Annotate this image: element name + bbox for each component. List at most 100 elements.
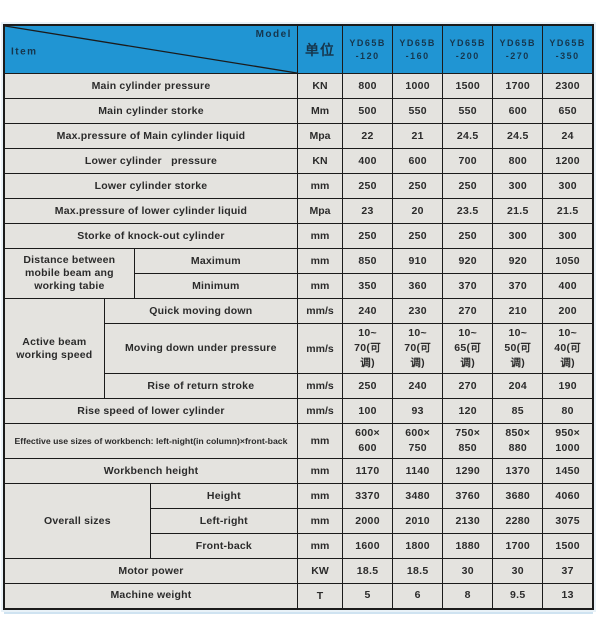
value-cell: 37 bbox=[542, 558, 594, 584]
row-label: Lower cylinder pressure bbox=[3, 148, 298, 174]
value-cell: 200 bbox=[542, 298, 594, 324]
value-cell: 23 bbox=[342, 198, 394, 224]
value-cell: 240 bbox=[392, 373, 444, 399]
row-label: Rise speed of lower cylinder bbox=[3, 398, 298, 424]
table-row: Max.pressure of lower cylinder liquid Mpa… bbox=[3, 198, 594, 224]
value-cell: 2010 bbox=[392, 508, 444, 534]
unit-cell: mm/s bbox=[296, 323, 344, 374]
value-cell: 1370 bbox=[492, 458, 544, 484]
table-row: Max.pressure of Main cylinder liquid Mpa 2… bbox=[3, 123, 594, 149]
value-cell: 30 bbox=[442, 558, 494, 584]
table-row: Workbench height mm 1170 1140 1290 1370 1450 bbox=[3, 458, 594, 484]
unit-cell: mm bbox=[296, 173, 344, 199]
value-cell: 5 bbox=[342, 583, 394, 609]
unit-cell: mm bbox=[296, 458, 344, 484]
model-column-header: YD65B -200 bbox=[442, 24, 494, 74]
value-cell: 3680 bbox=[492, 483, 544, 509]
value-cell: 1050 bbox=[542, 248, 594, 274]
value-cell: 250 bbox=[392, 223, 444, 249]
value-cell: 24 bbox=[542, 123, 594, 149]
row-label: Motor power bbox=[3, 558, 298, 584]
corner-model-label: Model bbox=[255, 29, 292, 40]
row-label: Max.pressure of Main cylinder liquid bbox=[3, 123, 298, 149]
value-cell: 600 bbox=[492, 98, 544, 124]
value-cell: 93 bbox=[392, 398, 444, 424]
value-cell: 230 bbox=[392, 298, 444, 324]
value-cell: 250 bbox=[442, 223, 494, 249]
value-cell: 550 bbox=[442, 98, 494, 124]
value-cell: 21.5 bbox=[492, 198, 544, 224]
value-cell: 300 bbox=[542, 223, 594, 249]
value-cell: 300 bbox=[492, 173, 544, 199]
table-row: Left-right mm 2000 2010 2130 2280 3075 bbox=[4, 508, 594, 534]
value-cell: 920 bbox=[492, 248, 544, 274]
value-cell: 650 bbox=[542, 98, 594, 124]
value-cell: 600× 600 bbox=[342, 423, 394, 459]
value-cell: 21 bbox=[392, 123, 444, 149]
unit-cell: KN bbox=[296, 148, 344, 174]
value-cell: 120 bbox=[442, 398, 494, 424]
value-cell: 1700 bbox=[492, 533, 544, 559]
row-label: Maximum bbox=[133, 248, 298, 274]
value-cell: 300 bbox=[492, 223, 544, 249]
row-label: Quick moving down bbox=[103, 298, 298, 324]
value-cell: 350 bbox=[342, 273, 394, 299]
value-cell: 22 bbox=[342, 123, 394, 149]
row-label: Effective use sizes of workbench: left-n… bbox=[3, 423, 298, 459]
value-cell: 370 bbox=[442, 273, 494, 299]
value-cell: 6 bbox=[392, 583, 444, 609]
value-cell: 950× 1000 bbox=[542, 423, 594, 459]
table-row: Overall sizes Height mm 3370 3480 3760 3680 406… bbox=[3, 483, 594, 559]
value-cell: 400 bbox=[542, 273, 594, 299]
unit-cell: mm bbox=[296, 273, 344, 299]
unit-cell: Mm bbox=[296, 98, 344, 124]
row-label: Moving down under pressure bbox=[103, 323, 298, 374]
value-cell: 24.5 bbox=[492, 123, 544, 149]
value-cell: 8 bbox=[442, 583, 494, 609]
value-cell: 270 bbox=[442, 373, 494, 399]
value-cell: 3370 bbox=[342, 483, 394, 509]
unit-cell: mm/s bbox=[296, 373, 344, 399]
value-cell: 1600 bbox=[342, 533, 394, 559]
table-row: Lower cylinder storke mm 250 250 250 300 300 bbox=[3, 173, 594, 199]
table-row: Machine weight T 5 6 8 9.5 13 bbox=[3, 583, 594, 609]
unit-cell: KW bbox=[296, 558, 344, 584]
row-label: Minimum bbox=[133, 273, 298, 299]
table-row: Storke of knock-out cylinder mm 250 250 250 3… bbox=[3, 223, 594, 249]
spec-table: Model Item 单位 YD65B -120 YD65B -160 YD65… bbox=[3, 24, 594, 610]
value-cell: 360 bbox=[392, 273, 444, 299]
value-cell: 250 bbox=[342, 173, 394, 199]
unit-cell: mm bbox=[296, 223, 344, 249]
model-column-header: YD65B -120 bbox=[342, 24, 394, 74]
spec-table-body: Main cylinder pressure KN 800 1000 1500 1700 2… bbox=[3, 73, 594, 609]
table-row: Minimum mm 350 360 370 370 400 bbox=[4, 273, 594, 299]
value-cell: 370 bbox=[492, 273, 544, 299]
table-row: Rise speed of lower cylinder mm/s 100 93 120… bbox=[3, 398, 594, 424]
value-cell: 3075 bbox=[542, 508, 594, 534]
value-cell: 3480 bbox=[392, 483, 444, 509]
value-cell: 190 bbox=[542, 373, 594, 399]
value-cell: 600 bbox=[392, 148, 444, 174]
row-group-label: Active beam working speed bbox=[3, 298, 105, 399]
row-group-label: Distance between mobile beam ang working… bbox=[3, 248, 135, 299]
value-cell: 1000 bbox=[392, 73, 444, 99]
value-cell: 700 bbox=[442, 148, 494, 174]
value-cell: 24.5 bbox=[442, 123, 494, 149]
value-cell: 4060 bbox=[542, 483, 594, 509]
value-cell: 250 bbox=[342, 373, 394, 399]
row-label: Storke of knock-out cylinder bbox=[3, 223, 298, 249]
value-cell: 250 bbox=[342, 223, 394, 249]
value-cell: 750× 850 bbox=[442, 423, 494, 459]
table-row: Rise of return stroke mm/s 250 240 270 204 190 bbox=[4, 373, 594, 399]
value-cell: 1500 bbox=[442, 73, 494, 99]
row-label: Max.pressure of lower cylinder liquid bbox=[3, 198, 298, 224]
value-cell: 10~ 40(可 调) bbox=[542, 323, 594, 374]
value-cell: 210 bbox=[492, 298, 544, 324]
value-cell: 1450 bbox=[542, 458, 594, 484]
unit-cell: mm bbox=[296, 533, 344, 559]
row-label: Workbench height bbox=[3, 458, 298, 484]
value-cell: 850 bbox=[342, 248, 394, 274]
unit-cell: mm/s bbox=[296, 298, 344, 324]
value-cell: 30 bbox=[492, 558, 544, 584]
value-cell: 18.5 bbox=[342, 558, 394, 584]
